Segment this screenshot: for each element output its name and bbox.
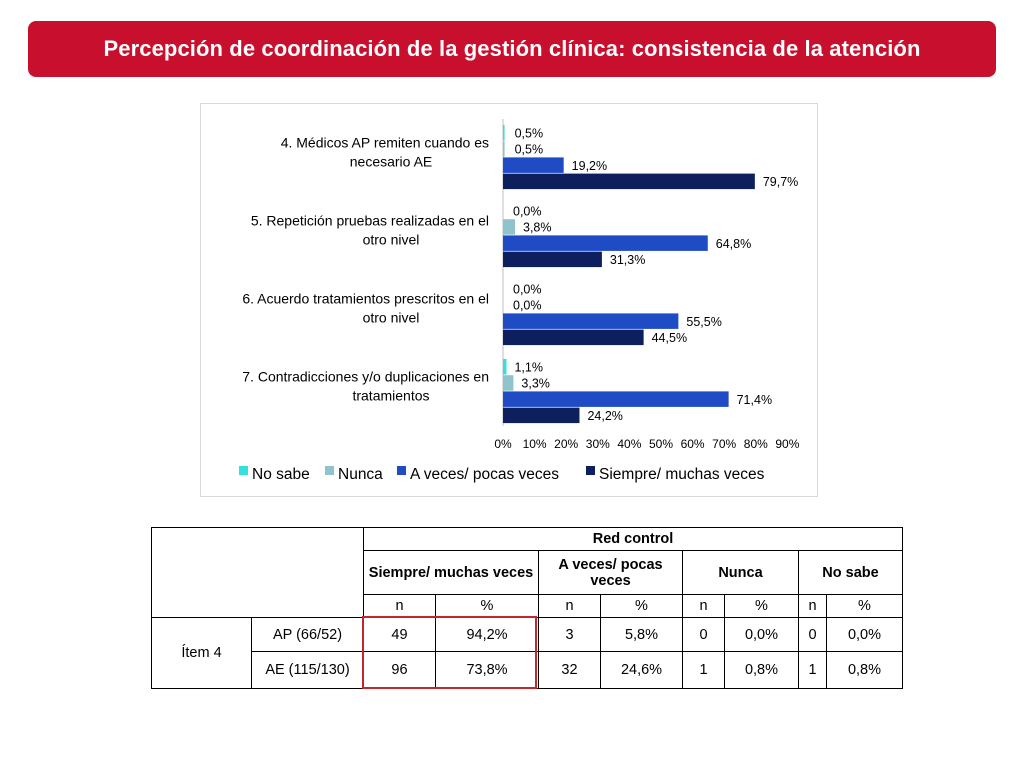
data-label: 0,0% [513,283,542,297]
legend-swatch [586,466,595,475]
x-tick-label: 0% [494,437,512,451]
row-label-cell: AE (115/130) [251,651,364,689]
category-label: 7. Contradicciones y/o duplicaciones en t… [242,368,489,403]
data-label: 44,5% [652,331,687,345]
row-label-cell: AP (66/52) [251,617,364,652]
table-cell: 3 [538,617,601,652]
subheader-cell: % [600,594,683,618]
bar-siempre-muchas-veces [503,407,580,424]
table-cell: 0,8% [724,651,799,689]
results-table: Red control Siempre/ muchas veces A vece… [151,527,903,689]
subheader-cell: n [798,594,827,618]
table-cell: 1 [682,651,725,689]
bar-siempre-muchas-veces [503,173,755,190]
col-group-nunca: Nunca [682,550,799,595]
bar-no-sabe [503,125,505,141]
table-cell: 96 [363,651,436,689]
bar-a-veces-pocas-veces [503,391,729,407]
table-cell: 32 [538,651,601,689]
col-group-a-veces: A veces/ pocas veces [538,550,683,595]
col-group-no-sabe: No sabe [798,550,903,595]
data-label: 79,7% [763,175,798,189]
table-corner-cell [151,527,364,618]
table-cell: 73,8% [435,651,539,689]
bar-a-veces-pocas-veces [503,313,679,329]
x-tick-label: 20% [554,437,578,451]
bar-nunca [503,141,505,157]
legend-label: Nunca [338,466,383,483]
subheader-cell: n [538,594,601,618]
table-cell: 0,0% [826,617,903,652]
x-tick-label: 10% [523,437,547,451]
bar-chart: 4. Médicos AP remiten cuando es necesario… [239,119,800,483]
data-label: 19,2% [572,159,607,173]
data-label: 0,0% [513,299,542,313]
bar-nunca [503,375,514,391]
category-label: 6. Acuerdo tratamientos prescritos en el… [242,290,489,325]
table-header-row-1: Red control [151,527,903,618]
data-label: 24,2% [587,409,622,423]
subheader-cell: % [435,594,539,618]
data-label: 71,4% [737,393,772,407]
table-subheader-row: n % n % n % n % [152,594,903,618]
legend-swatch [325,466,334,475]
table-cell: 49 [363,617,436,652]
table-cell: 94,2% [435,617,539,652]
data-label: 31,3% [610,253,645,267]
table-cell: 24,6% [600,651,683,689]
table-cell: 0,8% [826,651,903,689]
x-tick-label: 40% [617,437,641,451]
table-row: AE (115/130) 96 73,8% 32 24,6% 1 0,8% 1 … [152,651,903,689]
category-label: 4. Médicos AP remiten cuando es necesario… [281,134,489,169]
item-label-cell: Ítem 4 [151,617,252,689]
results-table-wrapper: Red control Siempre/ muchas veces A vece… [151,527,903,689]
x-tick-label: 70% [712,437,736,451]
bar-nunca [503,219,516,235]
category-label: 5. Repetición pruebas realizadas en el ot… [251,212,489,247]
chart-container: 4. Médicos AP remiten cuando es necesario… [200,103,818,497]
legend-label: A veces/ pocas veces [410,466,559,483]
data-label: 0,0% [513,205,542,219]
col-group-siempre: Siempre/ muchas veces [363,550,539,595]
x-tick-label: 60% [681,437,705,451]
x-tick-label: 90% [775,437,799,451]
data-label: 1,1% [514,361,543,375]
data-label: 55,5% [686,315,721,329]
table-cell: 1 [798,651,827,689]
bar-siempre-muchas-veces [503,329,644,346]
data-label: 0,5% [515,127,544,141]
legend-label: No sabe [252,466,310,483]
table-cell: 0,0% [724,617,799,652]
x-tick-label: 80% [744,437,768,451]
legend-swatch [397,466,406,475]
title-banner: Percepción de coordinación de la gestión… [28,21,996,77]
bar-siempre-muchas-veces [503,251,602,268]
table-cell: 0 [682,617,725,652]
table-row: Ítem 4 AP (66/52) 49 94,2% 3 5,8% 0 0,0%… [151,617,903,689]
subheader-cell: % [826,594,903,618]
bar-a-veces-pocas-veces [503,235,708,251]
subheader-cell: % [724,594,799,618]
x-tick-label: 50% [649,437,673,451]
group-header: Red control [363,527,903,551]
subheader-cell: n [682,594,725,618]
legend-swatch [239,466,248,475]
table-header-row-2: Siempre/ muchas veces A veces/ pocas vec… [152,550,903,595]
data-label: 0,5% [515,143,544,157]
data-label: 3,8% [523,221,552,235]
table-cell: 0 [798,617,827,652]
x-tick-label: 30% [586,437,610,451]
page-title: Percepción de coordinación de la gestión… [103,36,921,61]
bar-a-veces-pocas-veces [503,157,564,173]
table-cell: 5,8% [600,617,683,652]
data-label: 3,3% [521,377,550,391]
legend-label: Siempre/ muchas veces [599,466,765,483]
bar-no-sabe [503,359,507,375]
data-label: 64,8% [716,237,751,251]
subheader-cell: n [363,594,436,618]
